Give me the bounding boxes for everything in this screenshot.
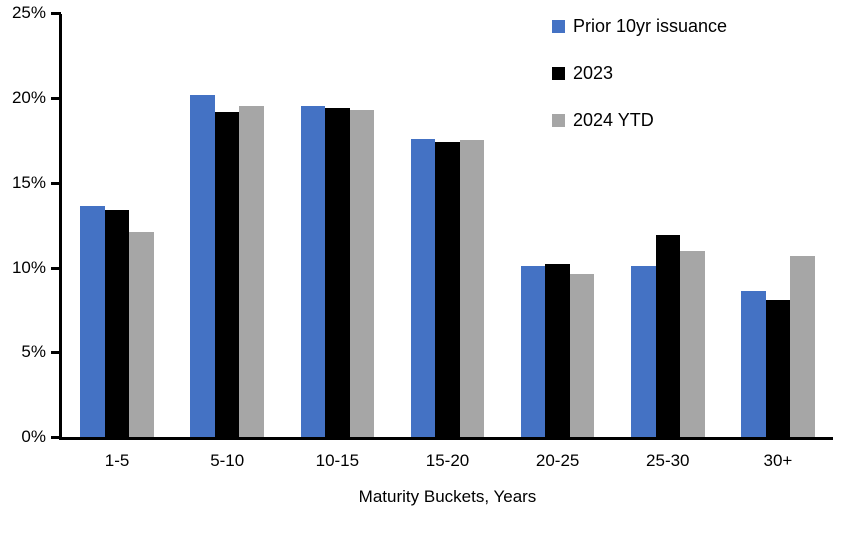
- bar-2024-ytd-30-: [790, 255, 815, 437]
- x-tick-label-5-10: 5-10: [210, 451, 245, 470]
- legend-swatch-icon: [552, 19, 565, 33]
- legend-item-2024-ytd: 2024 YTD: [552, 110, 727, 130]
- y-tick-label: 25%: [11, 3, 46, 23]
- legend: Prior 10yr issuance 2023 2024 YTD: [552, 16, 727, 157]
- x-tick-label-30-: 30+: [763, 451, 793, 470]
- bar-prior-10yr-issuance-10-15: [300, 106, 326, 437]
- legend-label: 2023: [573, 63, 614, 83]
- y-tick-mark: [51, 181, 61, 185]
- legend-label: Prior 10yr issuance: [573, 16, 728, 36]
- bar-2023-30-: [765, 299, 791, 437]
- legend-item-2023: 2023: [552, 63, 727, 83]
- y-tick-mark: [51, 97, 61, 100]
- bar-prior-10yr-issuance-25-30: [631, 265, 656, 437]
- bar-2024-ytd-10-15: [349, 109, 375, 437]
- bar-prior-10yr-issuance-5-10: [190, 94, 215, 437]
- y-tick-label: 5%: [21, 342, 46, 362]
- bar-2024-ytd-15-20: [459, 140, 485, 437]
- y-tick-label: 0%: [21, 427, 46, 446]
- bar-prior-10yr-issuance-20-25: [520, 265, 546, 437]
- bar-prior-10yr-issuance-1-5: [80, 206, 105, 437]
- bar-prior-10yr-issuance-15-20: [410, 138, 436, 437]
- legend-item-prior-10yr-issuance: Prior 10yr issuance: [552, 16, 727, 36]
- bar-2023-15-20: [435, 142, 460, 437]
- x-tick-label-10-15: 10-15: [315, 451, 360, 470]
- bar-2023-1-5: [104, 209, 130, 437]
- bar-2023-25-30: [655, 235, 681, 437]
- y-tick-label: 20%: [11, 88, 46, 107]
- legend-swatch-icon: [552, 66, 565, 80]
- bar-prior-10yr-issuance-30-: [741, 291, 766, 437]
- legend-label: 2024 YTD: [573, 110, 654, 130]
- bar-2024-ytd-20-25: [569, 274, 595, 437]
- y-axis-line: [59, 14, 62, 440]
- x-tick-label-20-25: 20-25: [535, 451, 580, 470]
- x-tick-label-25-30: 25-30: [646, 451, 690, 470]
- bar-2023-5-10: [214, 111, 240, 437]
- bar-2023-10-15: [325, 108, 350, 437]
- x-axis-line: [59, 437, 833, 440]
- x-tick-label-15-20: 15-20: [425, 451, 470, 470]
- y-tick-mark: [51, 266, 61, 270]
- x-tick-label-1-5: 1-5: [104, 451, 130, 470]
- y-tick-mark: [51, 12, 61, 16]
- bar-2024-ytd-25-30: [680, 250, 705, 437]
- bar-2024-ytd-1-5: [129, 231, 154, 437]
- y-tick-label: 10%: [11, 257, 46, 277]
- bar-2023-20-25: [545, 264, 570, 437]
- y-tick-mark: [51, 351, 61, 355]
- x-axis-title: Maturity Buckets, Years: [358, 487, 537, 506]
- y-tick-mark: [51, 436, 61, 439]
- y-tick-label: 15%: [11, 172, 46, 192]
- legend-swatch-icon: [552, 113, 565, 127]
- bar-2024-ytd-5-10: [239, 106, 264, 437]
